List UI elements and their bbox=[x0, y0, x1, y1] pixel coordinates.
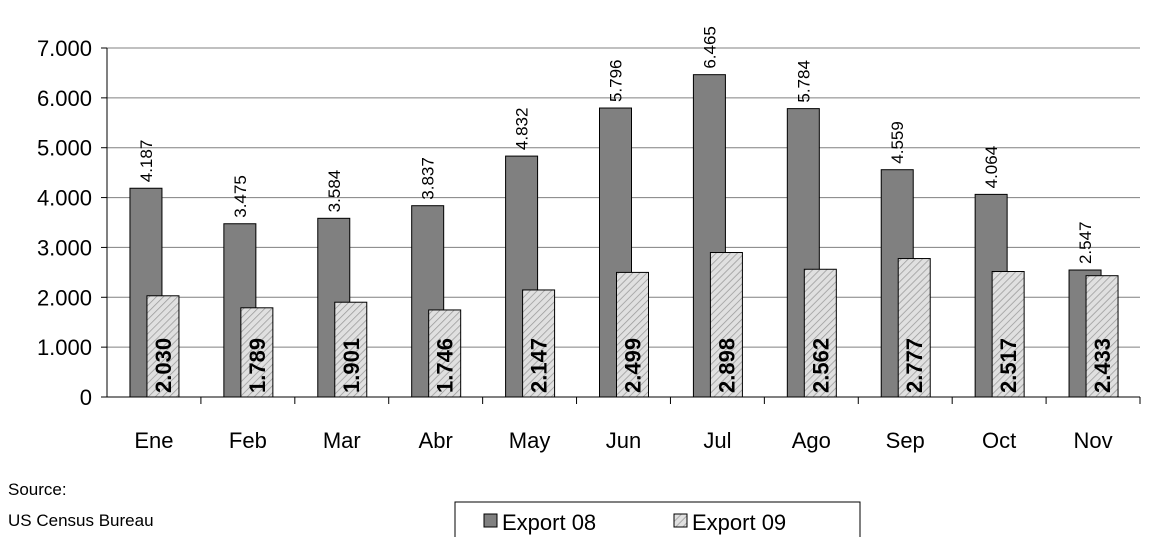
y-tick-label: 0 bbox=[80, 385, 92, 410]
source-text: US Census Bureau bbox=[8, 511, 154, 530]
bar bbox=[803, 268, 837, 398]
x-tick-label: Feb bbox=[229, 428, 267, 453]
y-tick-label: 6.000 bbox=[37, 86, 92, 111]
value-label: 3.584 bbox=[325, 170, 344, 213]
value-label: 4.559 bbox=[888, 121, 907, 164]
value-label: 4.832 bbox=[513, 108, 532, 151]
value-label: 6.465 bbox=[700, 26, 719, 69]
legend bbox=[454, 501, 861, 537]
value-label: 2.517 bbox=[996, 338, 1021, 393]
x-tick-label: May bbox=[509, 428, 551, 453]
value-label: 3.837 bbox=[419, 157, 438, 200]
x-tick-label: Jul bbox=[703, 428, 731, 453]
value-label: 2.433 bbox=[1090, 338, 1115, 393]
value-label: 2.030 bbox=[151, 338, 176, 393]
y-tick-label: 2.000 bbox=[37, 285, 92, 310]
legend-swatch bbox=[483, 513, 498, 528]
legend-label: Export 09 bbox=[692, 510, 786, 535]
value-label: 1.901 bbox=[339, 338, 364, 393]
source-label: Source: bbox=[8, 480, 67, 499]
x-tick-label: Nov bbox=[1073, 428, 1112, 453]
value-label: 2.562 bbox=[808, 338, 833, 393]
x-tick-label: Mar bbox=[323, 428, 361, 453]
x-tick-label: Jun bbox=[606, 428, 641, 453]
legend-swatch bbox=[673, 513, 688, 528]
value-label: 4.064 bbox=[982, 146, 1001, 189]
bar bbox=[709, 252, 743, 398]
bar bbox=[240, 307, 274, 398]
bar bbox=[991, 271, 1025, 398]
bar bbox=[334, 301, 368, 398]
value-label: 5.796 bbox=[607, 59, 626, 102]
y-tick-label: 1.000 bbox=[37, 335, 92, 360]
y-tick-label: 3.000 bbox=[37, 235, 92, 260]
value-label: 2.777 bbox=[902, 338, 927, 393]
value-label: 3.475 bbox=[231, 175, 250, 218]
value-label: 5.784 bbox=[794, 60, 813, 103]
x-tick-label: Oct bbox=[982, 428, 1016, 453]
value-label: 1.746 bbox=[433, 338, 458, 393]
value-label: 2.547 bbox=[1076, 221, 1095, 264]
y-tick-label: 4.000 bbox=[37, 186, 92, 211]
bar bbox=[428, 309, 462, 398]
value-label: 2.898 bbox=[714, 338, 739, 393]
bar bbox=[599, 107, 632, 398]
bar bbox=[129, 187, 163, 398]
x-tick-label: Sep bbox=[886, 428, 925, 453]
bar bbox=[146, 295, 180, 398]
legend-label: Export 08 bbox=[502, 510, 596, 535]
bar bbox=[522, 289, 556, 398]
bar bbox=[616, 271, 649, 398]
bar bbox=[1085, 275, 1119, 398]
y-tick-label: 5.000 bbox=[37, 136, 92, 161]
value-label: 2.147 bbox=[527, 338, 552, 393]
value-label: 4.187 bbox=[137, 140, 156, 183]
y-tick-label: 7.000 bbox=[37, 36, 92, 61]
value-label: 1.789 bbox=[245, 338, 270, 393]
x-tick-label: Abr bbox=[419, 428, 453, 453]
value-label: 2.499 bbox=[621, 338, 646, 393]
x-tick-label: Ene bbox=[134, 428, 173, 453]
x-tick-label: Ago bbox=[792, 428, 831, 453]
bar bbox=[897, 258, 931, 398]
